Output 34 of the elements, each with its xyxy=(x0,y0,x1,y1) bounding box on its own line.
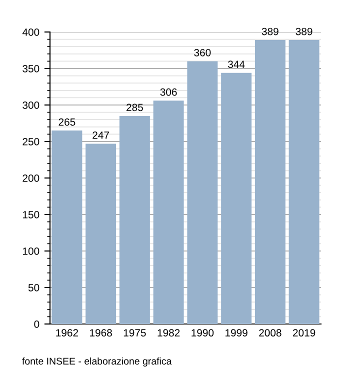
bar xyxy=(288,40,320,324)
data-label: 247 xyxy=(92,131,109,139)
data-label: 285 xyxy=(126,104,143,112)
y-tick-label: 350 xyxy=(22,65,40,72)
data-label: 306 xyxy=(160,88,177,96)
x-tick-label: 2008 xyxy=(259,329,282,337)
y-tick-label: 150 xyxy=(23,211,40,218)
bar xyxy=(119,116,150,324)
y-tick-label: 0 xyxy=(34,320,40,328)
bar xyxy=(153,100,184,324)
x-tick-label: 1962 xyxy=(56,329,78,337)
x-tick-label: 1968 xyxy=(90,329,112,337)
bar xyxy=(221,72,252,324)
data-label: 265 xyxy=(58,118,76,126)
x-tick-label: 1975 xyxy=(124,329,146,337)
y-tick-label: 300 xyxy=(22,102,40,109)
data-label: 344 xyxy=(228,60,245,68)
y-tick-label: 400 xyxy=(22,28,40,36)
x-tick-label: 1982 xyxy=(158,329,180,337)
y-tick-label: 100 xyxy=(23,248,40,255)
x-tick-label: 1999 xyxy=(226,329,248,337)
bar xyxy=(52,130,82,324)
data-label: 389 xyxy=(262,28,278,36)
y-tick-label: 200 xyxy=(22,174,40,182)
source-note: fonte INSEE - elaborazione grafica xyxy=(22,357,172,367)
bar xyxy=(254,40,286,324)
bar xyxy=(187,61,218,324)
bar xyxy=(86,144,116,324)
x-tick-label: 2019 xyxy=(293,329,316,337)
data-label: 360 xyxy=(194,48,211,56)
data-label: 389 xyxy=(296,28,312,36)
y-tick-label: 250 xyxy=(22,138,40,146)
y-tick-label: 50 xyxy=(28,284,40,292)
x-tick-label: 1990 xyxy=(192,329,214,337)
